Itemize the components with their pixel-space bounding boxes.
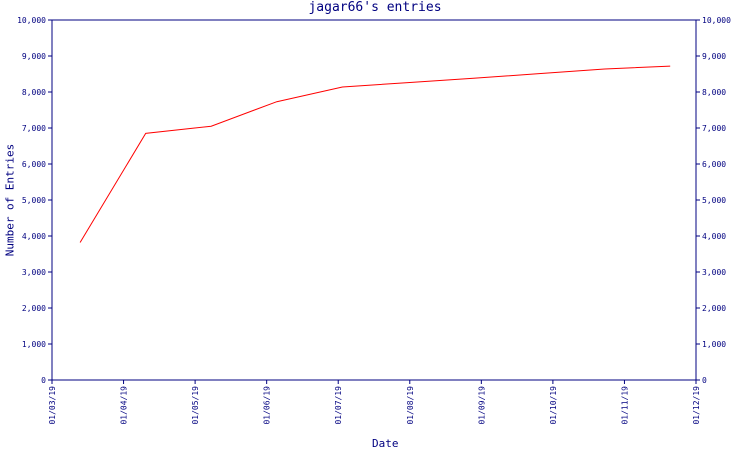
x-axis-title: Date xyxy=(372,437,399,450)
y-tick-label-left: 10,000 xyxy=(17,16,46,25)
y-tick-label-right: 0 xyxy=(702,376,707,385)
y-tick-label-right: 5,000 xyxy=(702,196,726,205)
y-tick-label-left: 2,000 xyxy=(22,304,46,313)
y-tick-label-right: 3,000 xyxy=(702,268,726,277)
chart-title: jagar66's entries xyxy=(308,0,442,15)
y-tick-label-left: 6,000 xyxy=(22,160,46,169)
x-tick-label: 01/12/19 xyxy=(692,386,701,425)
y-tick-label-right: 2,000 xyxy=(702,304,726,313)
y-tick-label-right: 4,000 xyxy=(702,232,726,241)
y-tick-label-left: 5,000 xyxy=(22,196,46,205)
x-tick-label: 01/04/19 xyxy=(120,386,129,425)
y-tick-label-left: 3,000 xyxy=(22,268,46,277)
series-line xyxy=(79,65,671,243)
y-tick-label-right: 9,000 xyxy=(702,52,726,61)
y-tick-label-right: 1,000 xyxy=(702,340,726,349)
x-tick-label: 01/07/19 xyxy=(334,386,343,425)
y-tick-label-left: 8,000 xyxy=(22,88,46,97)
y-tick-label-left: 9,000 xyxy=(22,52,46,61)
x-tick-label: 01/05/19 xyxy=(191,386,200,425)
y-tick-label-right: 8,000 xyxy=(702,88,726,97)
x-tick-label: 01/08/19 xyxy=(406,386,415,425)
y-tick-label-left: 0 xyxy=(41,376,46,385)
x-tick-label: 01/11/19 xyxy=(620,386,629,425)
x-tick-label: 01/03/19 xyxy=(48,386,57,425)
y-tick-label-right: 6,000 xyxy=(702,160,726,169)
y-tick-label-right: 10,000 xyxy=(702,16,731,25)
y-tick-label-right: 7,000 xyxy=(702,124,726,133)
x-tick-label: 01/09/19 xyxy=(477,386,486,425)
x-tick-label: 01/06/19 xyxy=(263,386,272,425)
x-tick-label: 01/10/19 xyxy=(549,386,558,425)
plot-frame xyxy=(51,19,697,381)
y-tick-label-left: 4,000 xyxy=(22,232,46,241)
y-tick-label-left: 7,000 xyxy=(22,124,46,133)
y-tick-label-left: 1,000 xyxy=(22,340,46,349)
